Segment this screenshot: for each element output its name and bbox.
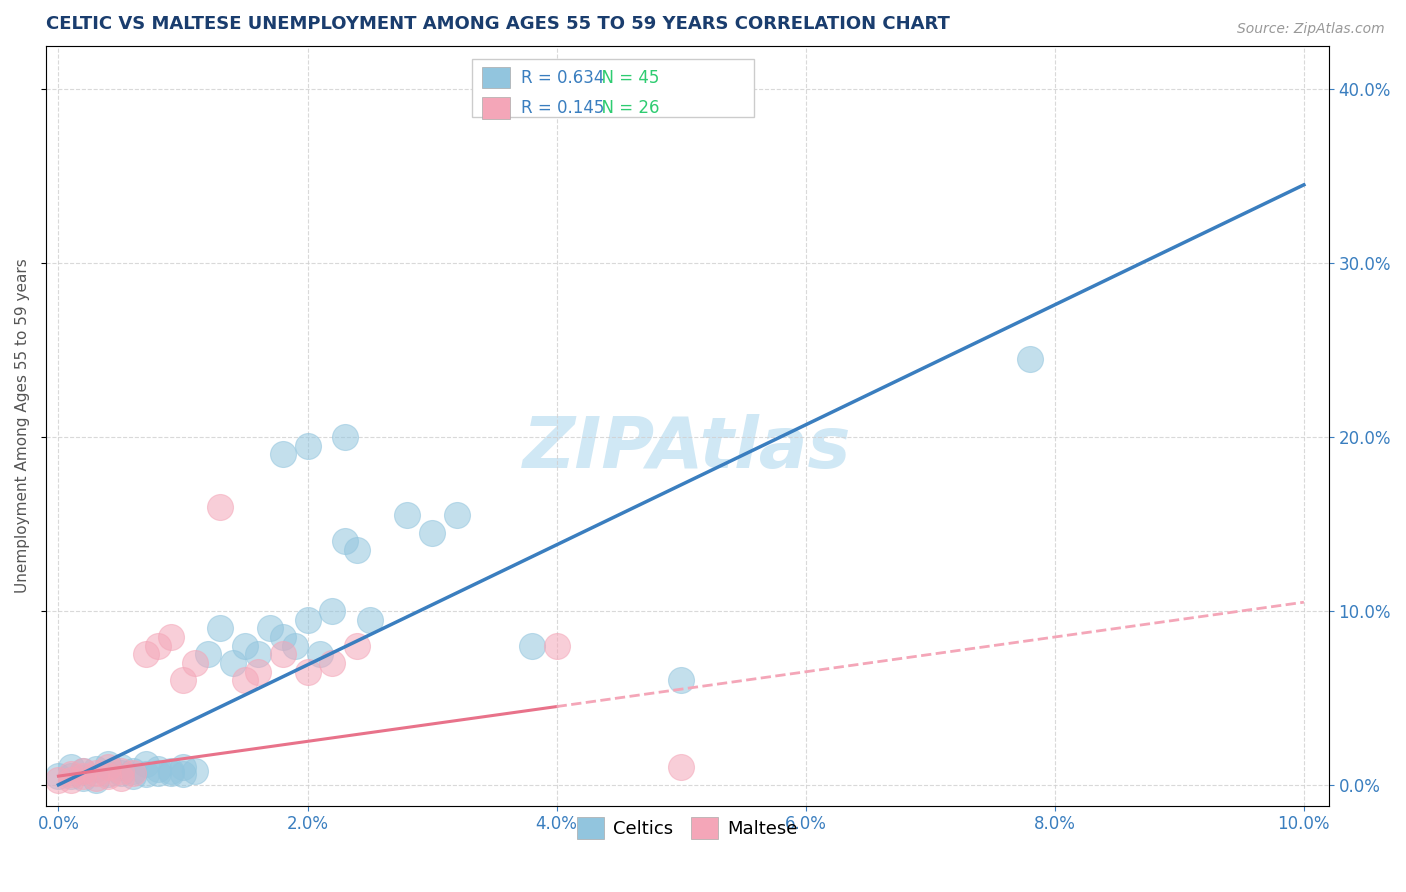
Point [546, 639, 568, 653]
Point [172, 673, 194, 688]
Text: N = 45: N = 45 [591, 69, 659, 87]
Point [184, 764, 207, 778]
Point [48, 769, 70, 783]
Point [284, 639, 307, 653]
Point [396, 508, 419, 523]
Point [72, 764, 94, 778]
Point [197, 648, 219, 662]
Point [72, 764, 94, 778]
Point [172, 767, 194, 781]
Point [110, 764, 132, 778]
Point [122, 769, 145, 783]
Point [172, 760, 194, 774]
FancyBboxPatch shape [482, 97, 510, 119]
Text: R = 0.145: R = 0.145 [520, 99, 605, 117]
Point [669, 673, 692, 688]
Point [321, 604, 343, 618]
Legend: Celtics, Maltese: Celtics, Maltese [569, 810, 806, 847]
Point [159, 764, 181, 778]
Point [110, 765, 132, 780]
Point [271, 630, 294, 644]
Point [1018, 351, 1040, 366]
Point [669, 760, 692, 774]
Point [420, 525, 443, 540]
Point [84, 762, 107, 776]
Point [359, 613, 381, 627]
Point [159, 765, 181, 780]
Point [346, 543, 368, 558]
Text: N = 26: N = 26 [591, 99, 659, 117]
Point [97, 767, 120, 781]
Point [84, 765, 107, 780]
Point [246, 648, 269, 662]
Point [122, 764, 145, 778]
Point [84, 772, 107, 787]
Point [135, 767, 157, 781]
Point [159, 630, 181, 644]
Point [97, 756, 120, 771]
Point [446, 508, 468, 523]
Point [84, 771, 107, 785]
Point [97, 769, 120, 783]
Point [110, 771, 132, 785]
Point [520, 639, 543, 653]
Point [135, 648, 157, 662]
Point [259, 621, 281, 635]
Text: R = 0.634: R = 0.634 [520, 69, 605, 87]
Point [321, 656, 343, 670]
Point [146, 762, 169, 776]
Point [48, 772, 70, 787]
FancyBboxPatch shape [472, 60, 754, 117]
Point [233, 639, 256, 653]
Point [59, 772, 82, 787]
Point [184, 656, 207, 670]
Point [59, 760, 82, 774]
Point [209, 500, 232, 514]
Point [135, 756, 157, 771]
Point [222, 656, 245, 670]
Point [297, 613, 319, 627]
Point [59, 769, 82, 783]
Point [271, 648, 294, 662]
Point [333, 534, 356, 549]
Point [72, 771, 94, 785]
Point [97, 760, 120, 774]
Point [246, 665, 269, 679]
Text: CELTIC VS MALTESE UNEMPLOYMENT AMONG AGES 55 TO 59 YEARS CORRELATION CHART: CELTIC VS MALTESE UNEMPLOYMENT AMONG AGE… [46, 15, 950, 33]
Point [110, 760, 132, 774]
Point [333, 430, 356, 444]
Point [309, 648, 332, 662]
FancyBboxPatch shape [482, 67, 510, 88]
Text: Source: ZipAtlas.com: Source: ZipAtlas.com [1237, 22, 1385, 37]
Point [297, 665, 319, 679]
Point [297, 439, 319, 453]
Point [233, 673, 256, 688]
Y-axis label: Unemployment Among Ages 55 to 59 years: Unemployment Among Ages 55 to 59 years [15, 259, 30, 593]
Point [146, 639, 169, 653]
Point [72, 769, 94, 783]
Point [271, 447, 294, 461]
Point [346, 639, 368, 653]
Text: ZIPAtlas: ZIPAtlas [523, 414, 852, 483]
Point [209, 621, 232, 635]
Point [59, 767, 82, 781]
Point [146, 765, 169, 780]
Point [122, 765, 145, 780]
